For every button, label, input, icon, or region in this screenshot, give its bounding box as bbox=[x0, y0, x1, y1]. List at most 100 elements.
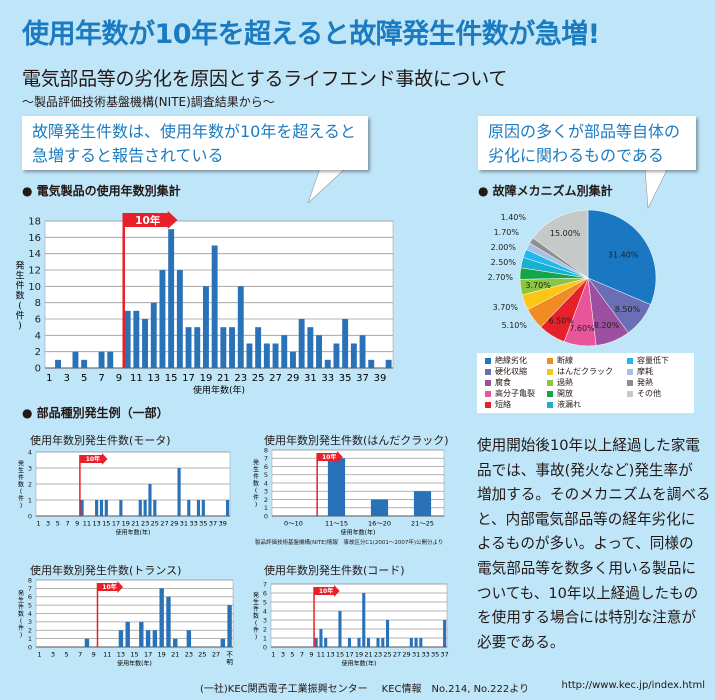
legend-item: 摩耗 bbox=[627, 367, 683, 377]
source-line: ～製品評価技術基盤機構(NITE)調査結果から～ bbox=[22, 95, 275, 109]
bar bbox=[409, 638, 413, 647]
y-tick-label: 5 bbox=[264, 471, 268, 479]
y-tick-label: 3 bbox=[264, 488, 268, 496]
y-axis-label-char: 件 bbox=[253, 605, 259, 613]
y-tick-label: 1 bbox=[263, 634, 267, 642]
x-tick-label: 39 bbox=[374, 373, 387, 384]
y-tick-label: 3 bbox=[28, 618, 32, 626]
x-tick-label: 明 bbox=[226, 658, 233, 666]
page-subtitle: 電気部品等の劣化を原因とするライフエンド事故について bbox=[22, 68, 508, 90]
pie-data-label: 5.10% bbox=[502, 321, 528, 330]
x-tick-label: 5 bbox=[64, 651, 68, 659]
y-axis-label-char: 数 bbox=[15, 290, 24, 302]
body-text-line: と、内部電気部品等の経年劣化に bbox=[477, 510, 696, 528]
pie-chart: 31.40% 8.50% 8.20%7.60%6.50% 5.10% 3.70% 3.70… bbox=[488, 209, 657, 347]
x-tick-label: 33 bbox=[189, 520, 197, 528]
ten-year-arrow bbox=[317, 451, 343, 463]
x-tick-label: 9 bbox=[75, 520, 79, 528]
bar bbox=[370, 499, 389, 516]
y-axis-label: 発生件数(件) bbox=[253, 459, 259, 509]
x-tick-label: 29 bbox=[402, 651, 410, 659]
x-tick-label: 21～25 bbox=[411, 520, 434, 528]
x-axis-label: 使用年数(年) bbox=[342, 660, 377, 668]
bar bbox=[99, 500, 104, 516]
y-tick-label: 2 bbox=[35, 347, 41, 358]
legend-item: 短絡 bbox=[485, 400, 541, 410]
legend-item: はんだクラック bbox=[547, 367, 621, 377]
legend-item: 開放 bbox=[547, 389, 621, 399]
y-axis-label-char: 件 bbox=[18, 603, 24, 611]
bar bbox=[152, 630, 158, 647]
bar bbox=[347, 638, 352, 647]
y-axis-label-char: ( bbox=[255, 488, 257, 495]
x-tick-label: 19 bbox=[200, 373, 213, 384]
legend-column: 絶縁劣化 硬化収縮 腐食 高分子亀裂 短絡 bbox=[485, 356, 541, 410]
legend-label: 摩耗 bbox=[637, 367, 653, 376]
y-tick-label: 3 bbox=[28, 464, 32, 472]
bar bbox=[376, 638, 380, 647]
x-tick-label: 17 bbox=[182, 373, 195, 384]
legend-swatch bbox=[547, 369, 553, 375]
y-axis-label-char: 件 bbox=[253, 473, 259, 481]
body-text-line: よるものが多い。よって、同様の bbox=[477, 535, 694, 553]
y-axis-label-char: 数 bbox=[253, 480, 259, 488]
bar bbox=[368, 359, 375, 368]
pie-legend: 絶縁劣化 硬化収縮 腐食 高分子亀裂 短絡 断線 はんだクラック 過熱 開放 液漏れ 容量低下 摩耗発… bbox=[477, 353, 694, 413]
y-axis-label-char: 数 bbox=[253, 612, 259, 620]
x-tick-label: 37 bbox=[209, 520, 217, 528]
legend-swatch bbox=[547, 380, 553, 386]
bar bbox=[104, 500, 108, 516]
y-tick-label: 4 bbox=[28, 610, 32, 618]
footer-url[interactable]: http://www.kec.jp/index.html bbox=[561, 680, 705, 691]
y-axis-label-char: 発 bbox=[15, 260, 24, 272]
y-tick-label: 1 bbox=[264, 504, 268, 512]
y-axis-label-char: 件 bbox=[15, 280, 24, 292]
x-tick-label: 9 bbox=[309, 651, 313, 659]
y-tick-label: 14 bbox=[28, 249, 41, 260]
y-tick-label: 7 bbox=[28, 585, 32, 593]
legend-label: 発熱 bbox=[637, 378, 653, 387]
main-chart-heading: ● 電気製品の使用年数別集計 bbox=[22, 184, 181, 198]
ten-year-label: 10年 bbox=[319, 587, 333, 595]
plot-area bbox=[44, 220, 394, 369]
parts-heading: ● 部品種別発生例（一部） bbox=[22, 406, 169, 420]
legend-label: 容量低下 bbox=[637, 356, 669, 365]
bar bbox=[319, 629, 323, 647]
x-tick-label: 15 bbox=[165, 373, 178, 384]
bar bbox=[385, 359, 392, 368]
x-tick-label: 39 bbox=[219, 520, 227, 528]
x-tick-label: 19 bbox=[355, 651, 363, 659]
legend-swatch bbox=[485, 391, 491, 397]
pie-data-label: 8.20% bbox=[594, 321, 620, 330]
legend-item: 硬化収縮 bbox=[485, 367, 541, 377]
y-axis-label-char: 件 bbox=[18, 474, 24, 482]
x-tick-label: 25 bbox=[252, 373, 265, 384]
x-tick-label: 35 bbox=[431, 651, 439, 659]
bar bbox=[124, 310, 131, 368]
bar bbox=[98, 351, 105, 368]
x-tick-label: 29 bbox=[170, 520, 178, 528]
x-tick-label: 7 bbox=[78, 651, 82, 659]
bar bbox=[196, 500, 201, 516]
x-tick-label: 31 bbox=[180, 520, 188, 528]
pie-data-label: 7.60% bbox=[569, 324, 595, 333]
bar bbox=[225, 500, 230, 516]
y-axis-label-char: 発 bbox=[18, 460, 24, 468]
x-tick-label: 19 bbox=[158, 651, 166, 659]
x-tick-label: 31 bbox=[412, 651, 420, 659]
y-tick-label: 6 bbox=[28, 593, 32, 601]
bar bbox=[307, 327, 314, 368]
y-axis-label-char: 件 bbox=[18, 495, 24, 503]
bar bbox=[139, 621, 144, 647]
y-axis-label-char: 生 bbox=[253, 598, 259, 606]
x-tick-label: 21 bbox=[364, 651, 372, 659]
legend-label: 高分子亀裂 bbox=[495, 389, 535, 398]
y-axis-label-char: ( bbox=[255, 620, 257, 627]
x-tick-label: 11～15 bbox=[325, 520, 348, 528]
y-tick-label: 0 bbox=[264, 512, 268, 520]
x-tick-label: 13 bbox=[92, 520, 100, 528]
bar bbox=[359, 335, 366, 368]
y-tick-label: 5 bbox=[28, 601, 32, 609]
